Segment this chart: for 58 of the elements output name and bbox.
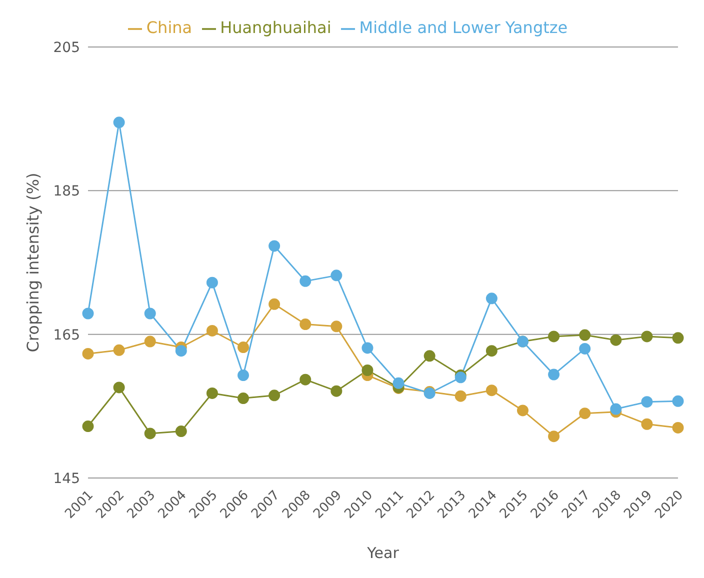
point — [206, 276, 218, 288]
point — [113, 382, 125, 394]
point — [113, 344, 125, 356]
point — [579, 329, 591, 341]
point — [454, 390, 466, 402]
point — [238, 370, 250, 382]
point — [641, 330, 653, 342]
y-tick-label: 205 — [53, 40, 80, 56]
y-tick-label: 185 — [53, 184, 80, 200]
point — [82, 348, 94, 360]
point — [516, 404, 528, 416]
point — [486, 384, 498, 396]
point — [144, 428, 156, 440]
point — [238, 392, 250, 404]
point — [424, 350, 436, 362]
point — [206, 324, 218, 336]
point — [82, 420, 94, 432]
point — [300, 374, 312, 386]
point — [672, 395, 684, 407]
y-tick-label: 145 — [53, 470, 80, 487]
point — [672, 332, 684, 344]
point — [330, 320, 342, 332]
y-axis-title: Cropping intensity (%) — [24, 172, 43, 352]
point — [175, 426, 187, 438]
point — [579, 408, 591, 420]
point — [610, 403, 622, 415]
point — [362, 342, 374, 354]
point — [610, 334, 622, 346]
point — [82, 308, 94, 320]
point — [486, 292, 498, 304]
point — [206, 387, 218, 399]
point — [362, 364, 374, 376]
point — [113, 116, 125, 128]
point — [268, 298, 280, 310]
point — [392, 377, 404, 389]
legend-label: China — [146, 18, 192, 37]
point — [300, 318, 312, 330]
point — [268, 240, 280, 252]
legend-label: Huanghuaihai — [220, 18, 332, 37]
point — [330, 270, 342, 282]
y-tick-label: 165 — [53, 327, 80, 344]
point — [548, 330, 560, 342]
point — [672, 422, 684, 434]
x-axis-title: Year — [366, 544, 400, 562]
point — [548, 368, 560, 380]
legend-label: Middle and Lower Yangtze — [359, 18, 568, 37]
point — [641, 396, 653, 408]
point — [330, 385, 342, 397]
point — [300, 275, 312, 287]
point — [486, 345, 498, 357]
point — [144, 308, 156, 320]
point — [238, 342, 250, 354]
point — [144, 336, 156, 348]
point — [268, 390, 280, 402]
point — [641, 418, 653, 430]
point — [579, 342, 591, 354]
point — [175, 345, 187, 357]
point — [548, 430, 560, 442]
